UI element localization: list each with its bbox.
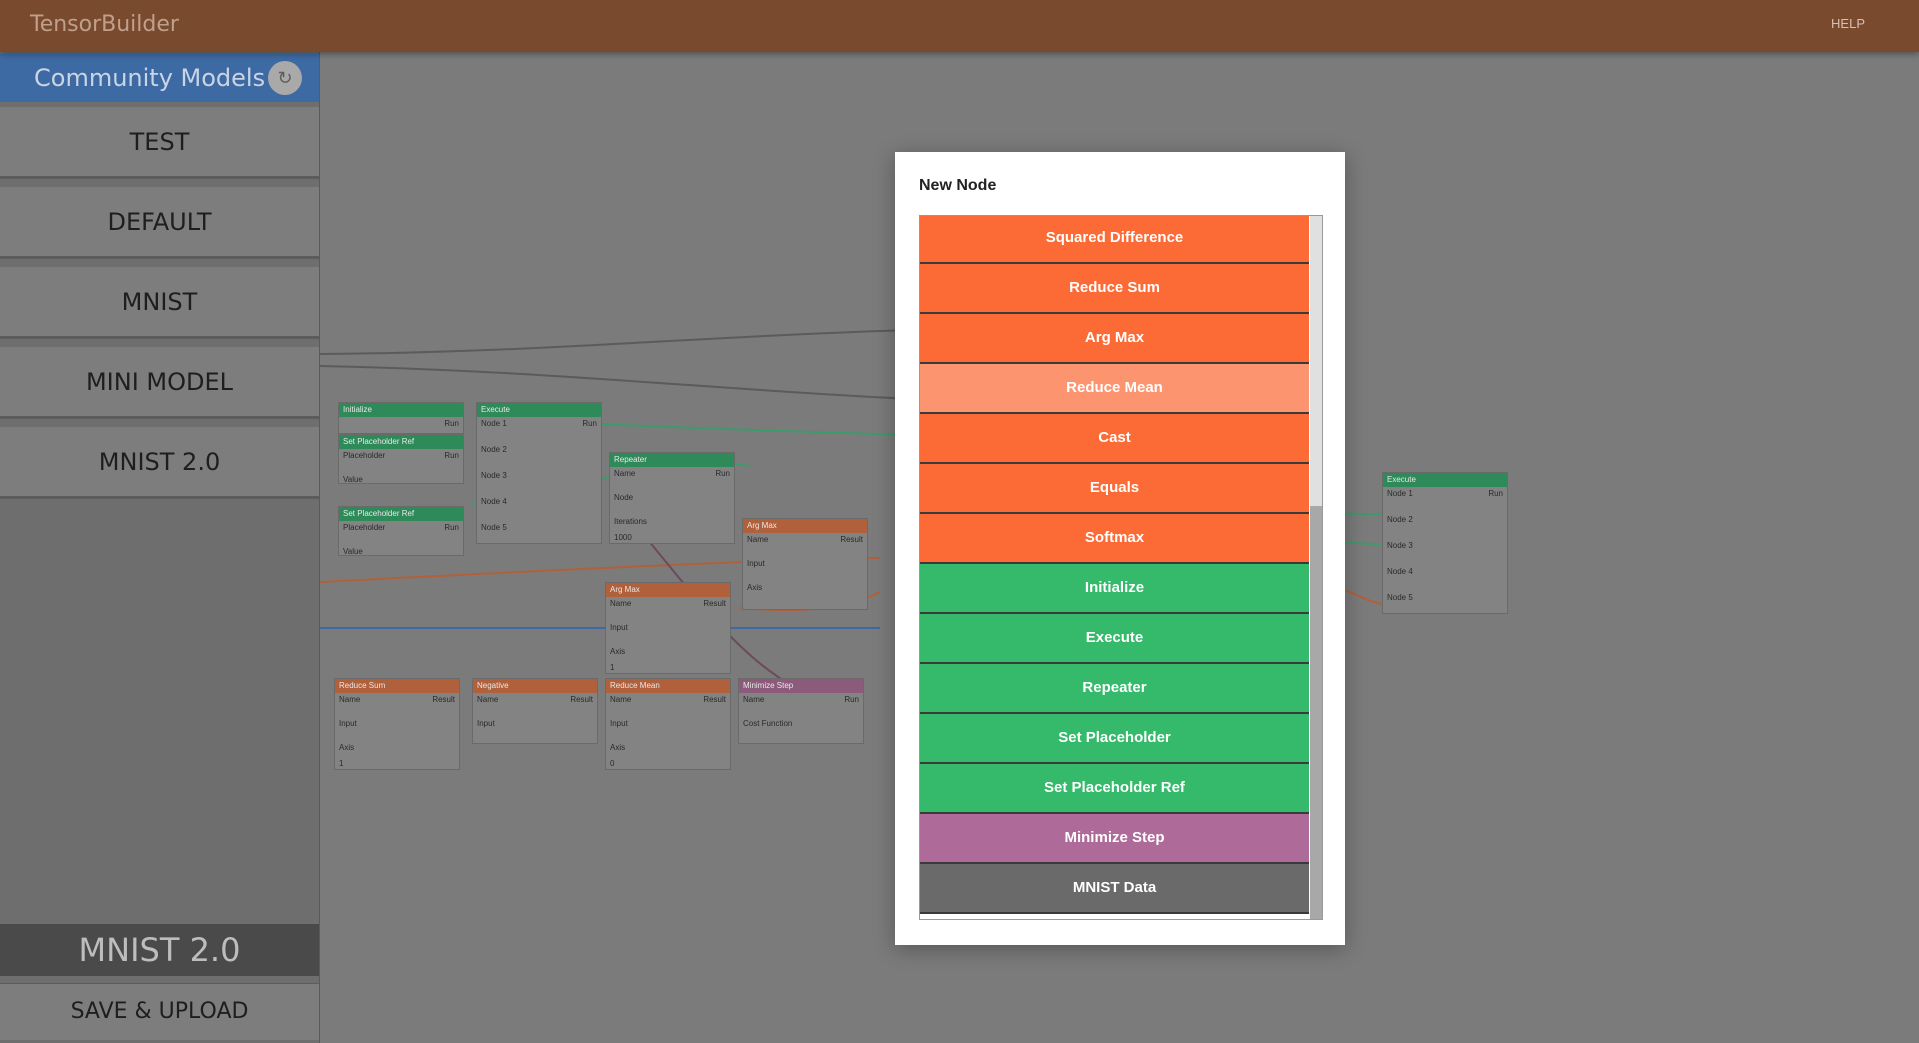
top-bar: TensorBuilder HELP (0, 0, 1919, 52)
node-option-reduce-mean[interactable]: Reduce Mean (920, 364, 1309, 414)
node-option-equals[interactable]: Equals (920, 464, 1309, 514)
node-option-squared-difference[interactable]: Squared Difference (920, 216, 1309, 264)
graph-node-title: Set Placeholder Ref (339, 435, 463, 449)
node-option-initialize[interactable]: Initialize (920, 564, 1309, 614)
graph-node-title: Set Placeholder Ref (339, 507, 463, 521)
model-item-mnist[interactable]: MNIST (0, 267, 319, 339)
model-item-default[interactable]: DEFAULT (0, 187, 319, 259)
community-models-header: Community Models ↻ (0, 54, 319, 102)
graph-node-title: Reduce Mean (606, 679, 730, 693)
current-model-name: MNIST 2.0 (0, 924, 319, 976)
graph-node[interactable]: Arg Max Name Result Input Axis 1 (605, 582, 731, 674)
graph-node[interactable]: Negative Name Result Input (472, 678, 598, 744)
list-scrollbar-thumb[interactable] (1310, 506, 1322, 919)
help-link[interactable]: HELP (1831, 16, 1865, 31)
node-option-set-placeholder[interactable]: Set Placeholder (920, 714, 1309, 764)
dialog-title: New Node (919, 177, 997, 194)
graph-node-title: Repeater (610, 453, 734, 467)
list-scrollbar[interactable] (1310, 216, 1322, 919)
graph-node-title: Execute (477, 403, 601, 417)
node-option-repeater[interactable]: Repeater (920, 664, 1309, 714)
model-item-mini-model[interactable]: MINI MODEL (0, 347, 319, 419)
graph-node-title: Execute (1383, 473, 1507, 487)
graph-node[interactable]: Initialize Run (338, 402, 464, 434)
graph-node-title: Minimize Step (739, 679, 863, 693)
community-models-title: Community Models (34, 64, 266, 92)
graph-node-title: Initialize (339, 403, 463, 417)
graph-node[interactable]: Minimize Step Name Run Cost Function (738, 678, 864, 744)
node-option-mnist-data[interactable]: MNIST Data (920, 864, 1309, 914)
graph-node-title: Arg Max (606, 583, 730, 597)
app-title: TensorBuilder (30, 12, 179, 37)
node-option-cast[interactable]: Cast (920, 414, 1309, 464)
graph-node[interactable]: Reduce Mean Name Result Input Axis 0 (605, 678, 731, 770)
node-option-softmax[interactable]: Softmax (920, 514, 1309, 564)
new-node-dialog: New Node Squared Difference Reduce Sum A… (895, 152, 1345, 945)
graph-node-title: Negative (473, 679, 597, 693)
graph-canvas[interactable]: Initialize Run Set Placeholder Ref Place… (320, 52, 1919, 1043)
node-option-reduce-sum[interactable]: Reduce Sum (920, 264, 1309, 314)
sidebar: Community Models ↻ TEST DEFAULT MNIST MI… (0, 52, 320, 1043)
graph-node[interactable]: Execute Node 1 Run Node 2 Node 3 Node 4 N… (1382, 472, 1508, 614)
refresh-icon[interactable]: ↻ (268, 61, 302, 95)
node-option-set-placeholder-ref[interactable]: Set Placeholder Ref (920, 764, 1309, 814)
model-list: TEST DEFAULT MNIST MINI MODEL MNIST 2.0 (0, 107, 319, 507)
graph-node[interactable]: Arg Max Name Result Input Axis (742, 518, 868, 610)
save-upload-button[interactable]: SAVE & UPLOAD (0, 983, 319, 1040)
graph-node-title: Reduce Sum (335, 679, 459, 693)
node-option-execute[interactable]: Execute (920, 614, 1309, 664)
graph-node[interactable]: Reduce Sum Name Result Input Axis 1 (334, 678, 460, 770)
node-option-minimize-step[interactable]: Minimize Step (920, 814, 1309, 864)
model-item-test[interactable]: TEST (0, 107, 319, 179)
graph-node[interactable]: Repeater Name Run Node Iterations 1000 (609, 452, 735, 544)
graph-node[interactable]: Set Placeholder Ref Placeholder Run Value (338, 506, 464, 556)
model-item-mnist-2[interactable]: MNIST 2.0 (0, 427, 319, 499)
graph-node[interactable]: Execute Node 1 Run Node 2 Node 3 Node 4 N… (476, 402, 602, 544)
graph-node-title: Arg Max (743, 519, 867, 533)
node-type-list[interactable]: Squared Difference Reduce Sum Arg Max Re… (919, 215, 1323, 920)
graph-node[interactable]: Set Placeholder Ref Placeholder Run Value (338, 434, 464, 484)
node-option-arg-max[interactable]: Arg Max (920, 314, 1309, 364)
